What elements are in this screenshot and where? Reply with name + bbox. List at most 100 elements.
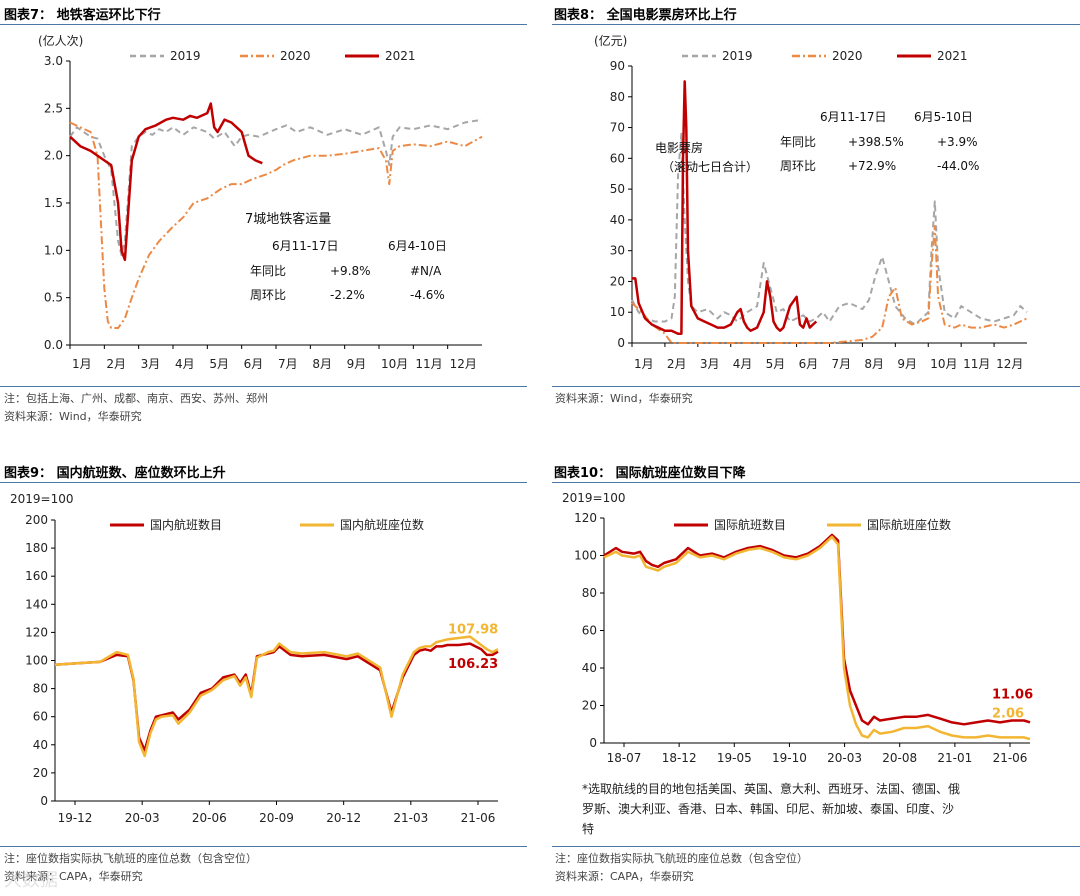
boxoffice-chart: (亿元) 0 10 20 30 40 50 60 70 80 90 1月 2月 3月 4月 5月 6月 7月 8月 9… [594, 33, 1028, 371]
note-line: 注：座位数指实际执飞航班的座位总数（包含空位） [4, 852, 257, 865]
x-tick-label: 20-03 [827, 751, 862, 765]
x-tick-label: 18-12 [662, 751, 697, 765]
annotation-value: #N/A [410, 264, 442, 278]
title-rule [0, 482, 527, 483]
y-tick-label: 140 [25, 597, 48, 611]
legend-label: 国内航班座位数 [340, 517, 424, 532]
series-line-2021 [69, 102, 263, 262]
intl-flights-chart: 2019=100 0 20 40 60 80 100 120 18-07 18-12 19-05 19… [562, 491, 1033, 765]
series-line-2019 [631, 132, 1028, 326]
legend-label: 国内航班数目 [150, 517, 222, 532]
legend-label: 2019 [170, 49, 201, 63]
y-tick-label: 0.5 [44, 291, 63, 305]
x-tick-label: 20-08 [882, 751, 917, 765]
legend-label: 2020 [832, 49, 863, 63]
legend-label: 2021 [385, 49, 416, 63]
x-tick-label: 11月 [415, 357, 442, 371]
x-tick-label: 21-06 [993, 751, 1028, 765]
annotation-value: +9.8% [330, 264, 371, 278]
x-tick-label: 6月 [799, 357, 819, 371]
y-tick-label: 120 [574, 511, 597, 525]
series-line-国内航班数目 [54, 642, 499, 752]
y-tick-label: 1.5 [44, 196, 63, 210]
annotation-value: -4.6% [410, 288, 445, 302]
y-tick-label: 100 [574, 549, 597, 563]
y-tick-label: 40 [33, 738, 48, 752]
x-tick-label: 20-03 [125, 811, 160, 825]
x-tick-label: 9月 [347, 357, 367, 371]
x-tick-label: 12月 [996, 357, 1023, 371]
chart-title: 图表9： 国内航班数、座位数环比上升 [4, 466, 226, 481]
y-tick-label: 60 [610, 151, 625, 165]
y-axis-label: 2019=100 [562, 491, 626, 505]
y-tick-label: 180 [25, 541, 48, 555]
data-label: 107.98 [448, 622, 498, 637]
footnote-line: 特 [582, 822, 595, 836]
x-tick-label: 20-12 [326, 811, 361, 825]
note-rule [0, 846, 527, 847]
y-tick-label: 20 [33, 766, 48, 780]
y-tick-label: 20 [582, 699, 597, 713]
x-tick-label: 12月 [450, 357, 477, 371]
series-line-国际航班座位数 [603, 535, 1031, 741]
subway-chart: (亿人次) 0.0 0.5 1.0 1.5 2.0 2.5 3.0 1月 2月 3月 4月 5月 6月 7月… [38, 33, 483, 371]
x-tick-label: 19-12 [58, 811, 93, 825]
annotation-title: 7城地铁客运量 [245, 211, 331, 227]
y-tick-label: 80 [33, 682, 48, 696]
y-tick-label: 2.5 [44, 101, 63, 115]
domestic-flights-chart: 2019=100 0 20 40 60 80 100 120 140 160 180 200 19-12… [10, 492, 499, 825]
annotation-value: +3.9% [937, 135, 978, 149]
x-tick-label: 9月 [897, 357, 917, 371]
annotation-value: -44.0% [937, 159, 979, 173]
y-tick-label: 40 [610, 213, 625, 227]
x-tick-label: 5月 [209, 357, 229, 371]
x-tick-label: 20-06 [192, 811, 227, 825]
y-tick-label: 80 [610, 90, 625, 104]
x-tick-label: 3月 [700, 357, 720, 371]
x-tick-label: 10月 [930, 357, 957, 371]
source-line: 资料来源：Wind，华泰研究 [555, 392, 693, 405]
title-rule [0, 24, 527, 25]
y-tick-label: 0 [617, 336, 625, 350]
x-tick-label: 21-03 [393, 811, 428, 825]
y-tick-label: 60 [582, 624, 597, 638]
x-tick-label: 5月 [766, 357, 786, 371]
x-tick-label: 7月 [832, 357, 852, 371]
x-tick-label: 1月 [72, 357, 92, 371]
annotation-value: -2.2% [330, 288, 365, 302]
x-tick-label: 4月 [175, 357, 195, 371]
y-axis-label: (亿元) [594, 33, 627, 48]
x-tick-label: 2月 [106, 357, 126, 371]
annotation-value: +72.9% [848, 159, 896, 173]
x-tick-label: 20-09 [259, 811, 294, 825]
source-line: 资料来源：CAPA，华泰研究 [555, 870, 694, 883]
series-line-2020 [69, 121, 483, 329]
note-line: 注：座位数指实际执飞航班的座位总数（包含空位） [555, 852, 808, 865]
annotation-row-label: 周环比 [780, 159, 816, 173]
annotation-left: （滚动七日合计） [662, 159, 758, 174]
title-rule [552, 482, 1080, 483]
legend-label: 国际航班座位数 [867, 517, 951, 532]
y-tick-label: 3.0 [44, 54, 63, 68]
y-tick-label: 200 [25, 513, 48, 527]
annotation-left: 电影票房 [655, 140, 703, 155]
x-tick-label: 4月 [733, 357, 753, 371]
y-tick-label: 80 [582, 586, 597, 600]
y-tick-label: 1.0 [44, 243, 63, 257]
annotation-row-label: 周环比 [250, 288, 286, 302]
series-line-国内航班座位数 [54, 635, 499, 758]
y-tick-label: 60 [33, 710, 48, 724]
y-tick-label: 90 [610, 59, 625, 73]
y-tick-label: 30 [610, 244, 625, 258]
x-tick-label: 2月 [667, 357, 687, 371]
x-tick-label: 1月 [634, 357, 654, 371]
legend-label: 2019 [722, 49, 753, 63]
annotation-header: 6月5-10日 [914, 110, 973, 124]
y-tick-label: 40 [582, 661, 597, 675]
x-tick-label: 8月 [864, 357, 884, 371]
note-rule [552, 846, 1080, 847]
chart-title: 图表10： 国际航班座位数目下降 [554, 466, 746, 481]
y-tick-label: 0 [589, 736, 597, 750]
x-tick-label: 18-07 [607, 751, 642, 765]
x-tick-label: 7月 [278, 357, 298, 371]
